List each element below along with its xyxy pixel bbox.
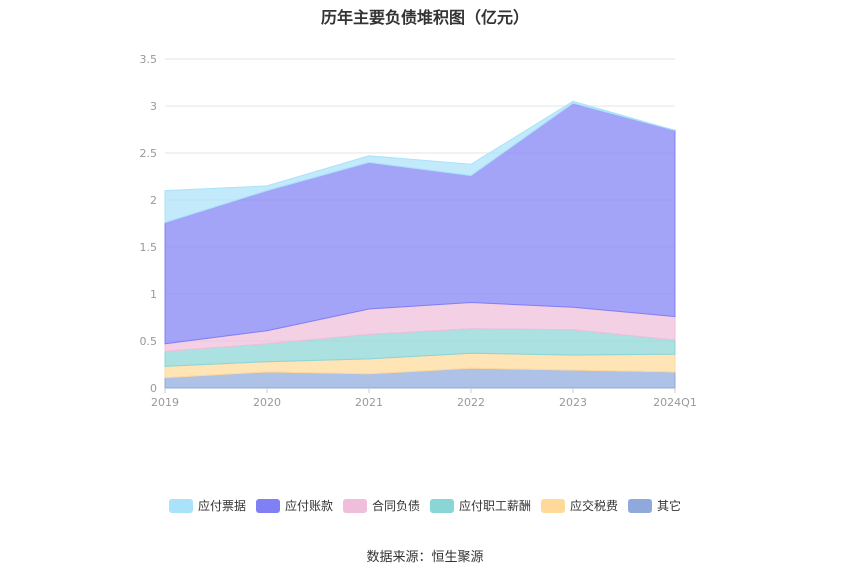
legend-item[interactable]: 应付职工薪酬: [430, 497, 531, 514]
stacked-area-chart: 0 0.5 1 1.5 2 2.5 3 3.5 2019 2020 2021 2022 2023 2024…: [140, 53, 697, 409]
legend-item[interactable]: 合同负债: [342, 497, 420, 514]
legend-swatch: [628, 498, 653, 513]
x-tick-label: 2023: [559, 396, 587, 409]
legend-item[interactable]: 应交税费: [541, 497, 618, 514]
y-tick-label: 3.5: [140, 53, 158, 66]
legend-item[interactable]: 应付票据: [168, 497, 246, 514]
y-tick-label: 0: [150, 382, 157, 395]
x-tick-label: 2019: [151, 396, 179, 409]
chart-title: 历年主要负债堆积图（亿元）: [320, 8, 529, 27]
legend-swatch: [255, 498, 280, 513]
x-tick-label: 2024Q1: [653, 396, 697, 409]
y-tick-label: 2.5: [140, 147, 158, 160]
x-tick-label: 2022: [457, 396, 485, 409]
legend-label: 应付职工薪酬: [459, 499, 532, 513]
area-series-group: [164, 100, 676, 389]
y-tick-label: 2: [150, 194, 157, 207]
legend-label: 应付账款: [284, 499, 333, 513]
x-tick-label: 2021: [355, 396, 383, 409]
legend-label: 应付票据: [197, 499, 246, 513]
x-tick-label: 2020: [253, 396, 281, 409]
legend-swatch: [168, 498, 193, 513]
legend-swatch: [541, 498, 566, 513]
legend-label: 其它: [657, 499, 682, 513]
y-tick-label: 3: [150, 100, 157, 113]
legend-label: 合同负债: [371, 499, 420, 513]
area-series-应付票据: [164, 100, 676, 224]
legend-item[interactable]: 应付账款: [255, 497, 333, 514]
legend-swatch: [342, 498, 367, 513]
y-tick-label: 1: [150, 288, 157, 301]
legend-label: 应交税费: [570, 499, 619, 513]
data-source: 数据来源：恒生聚源: [366, 550, 484, 565]
legend-swatch: [430, 498, 454, 513]
axes: 0 0.5 1 1.5 2 2.5 3 3.5 2019 2020 2021 2022 2023 2024…: [140, 53, 697, 409]
legend: 应付票据 应付账款 合同负债 应付职工薪酬 应交税费 其它: [0, 497, 850, 514]
y-tick-label: 1.5: [140, 241, 158, 254]
legend-item[interactable]: 其它: [628, 497, 681, 514]
y-tick-label: 0.5: [140, 335, 158, 348]
